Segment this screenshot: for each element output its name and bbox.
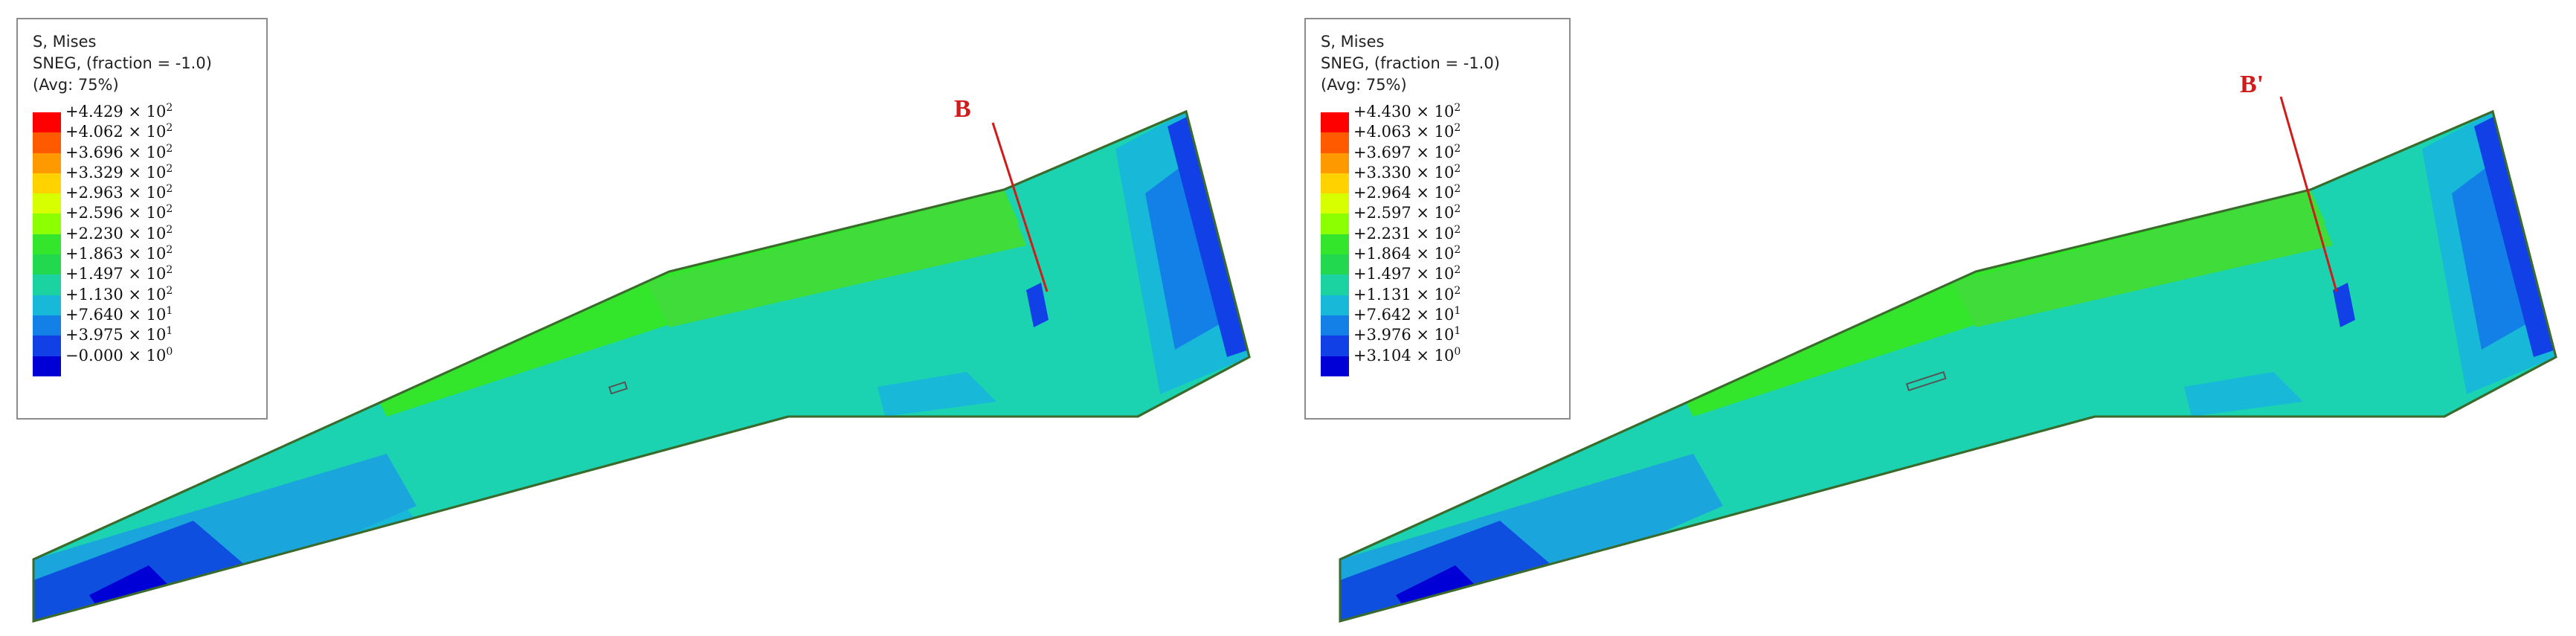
legend-value: +3.696 × 102	[65, 142, 173, 161]
legend-value: +4.062 × 102	[65, 122, 173, 141]
legend-swatch	[1321, 356, 1349, 376]
legend-swatch	[1321, 295, 1349, 315]
legend-swatch	[33, 335, 61, 356]
blade-contour-right: B'	[1339, 71, 2557, 623]
legend-value: +3.975 × 101	[65, 325, 173, 344]
stress-regions	[33, 112, 1249, 621]
legend-swatch	[1321, 234, 1349, 255]
marker-label-b-prime: B'	[2240, 71, 2264, 98]
contour-panel-right: B' S, Mises SNEG, (fraction = -1.0) (Avg…	[1288, 0, 2576, 636]
legend-value: +2.963 × 102	[65, 183, 173, 202]
legend-value: +2.964 × 102	[1353, 183, 1461, 202]
legend-swatch	[33, 356, 61, 376]
legend-swatch	[1321, 132, 1349, 153]
legend-swatch	[33, 274, 61, 295]
legend-color-bar	[1321, 112, 1349, 376]
legend-average: (Avg: 75%)	[1321, 76, 1407, 94]
legend-swatch	[1321, 112, 1349, 133]
legend-value: +1.863 × 102	[65, 244, 173, 263]
legend-value: +1.864 × 102	[1353, 244, 1461, 263]
legend-value-list: +4.430 × 102 +4.063 × 102 +3.697 × 102 +3.3…	[1353, 102, 1461, 376]
legend-swatch	[1321, 152, 1349, 173]
legend-swatch	[1321, 315, 1349, 336]
legend-swatch	[33, 152, 61, 173]
legend-average: (Avg: 75%)	[33, 76, 119, 94]
legend-value: +1.130 × 102	[65, 284, 173, 303]
legend-swatch	[1321, 335, 1349, 356]
contour-legend: S, Mises SNEG, (fraction = -1.0) (Avg: 7…	[16, 18, 268, 420]
legend-value: +4.430 × 102	[1353, 102, 1461, 121]
legend-value: +3.104 × 100	[1353, 345, 1461, 364]
legend-swatch	[33, 193, 61, 214]
legend-value: +4.429 × 102	[65, 102, 173, 121]
legend-swatch	[1321, 173, 1349, 194]
legend-swatch	[33, 254, 61, 275]
contour-legend: S, Mises SNEG, (fraction = -1.0) (Avg: 7…	[1304, 18, 1571, 420]
legend-value: +3.329 × 102	[65, 162, 173, 182]
legend-value: −0.000 × 100	[65, 345, 173, 364]
legend-subtitle: SNEG, (fraction = -1.0)	[1321, 54, 1500, 72]
legend-title: S, Mises	[33, 33, 97, 51]
legend-value: +3.330 × 102	[1353, 162, 1461, 182]
legend-value: +2.230 × 102	[65, 223, 173, 242]
legend-swatch	[1321, 193, 1349, 214]
legend-swatch	[33, 173, 61, 194]
blade-contour-left: B	[32, 95, 1251, 623]
contour-panel-left: B S, Mises SNEG, (fraction = -1.0) (Avg:…	[16, 18, 1251, 623]
legend-swatch	[33, 112, 61, 133]
legend-value-list: +4.429 × 102 +4.062 × 102 +3.696 × 102 +3.3…	[65, 102, 173, 376]
stress-regions	[1340, 112, 2556, 621]
legend-swatch	[1321, 274, 1349, 295]
legend-swatch	[1321, 213, 1349, 234]
legend-swatch	[1321, 254, 1349, 275]
legend-title: S, Mises	[1321, 33, 1385, 51]
legend-value: +2.596 × 102	[65, 203, 173, 222]
legend-color-bar	[33, 112, 61, 376]
marker-leader-line	[991, 122, 1049, 292]
legend-value: +2.231 × 102	[1353, 223, 1461, 242]
legend-swatch	[33, 295, 61, 315]
legend-value: +7.642 × 101	[1353, 304, 1461, 324]
legend-swatch	[33, 234, 61, 255]
legend-value: +3.697 × 102	[1353, 142, 1461, 161]
legend-value: +2.597 × 102	[1353, 203, 1461, 222]
legend-value: +1.497 × 102	[1353, 264, 1461, 283]
legend-swatch	[33, 315, 61, 336]
marker-leader-line	[2279, 96, 2338, 292]
marker-label-b: B	[954, 95, 971, 123]
legend-value: +7.640 × 101	[65, 304, 173, 324]
legend-value: +1.131 × 102	[1353, 284, 1461, 303]
legend-subtitle: SNEG, (fraction = -1.0)	[33, 54, 212, 72]
legend-swatch	[33, 132, 61, 153]
legend-value: +3.976 × 101	[1353, 325, 1461, 344]
legend-value: +4.063 × 102	[1353, 122, 1461, 141]
legend-value: +1.497 × 102	[65, 264, 173, 283]
legend-swatch	[33, 213, 61, 234]
